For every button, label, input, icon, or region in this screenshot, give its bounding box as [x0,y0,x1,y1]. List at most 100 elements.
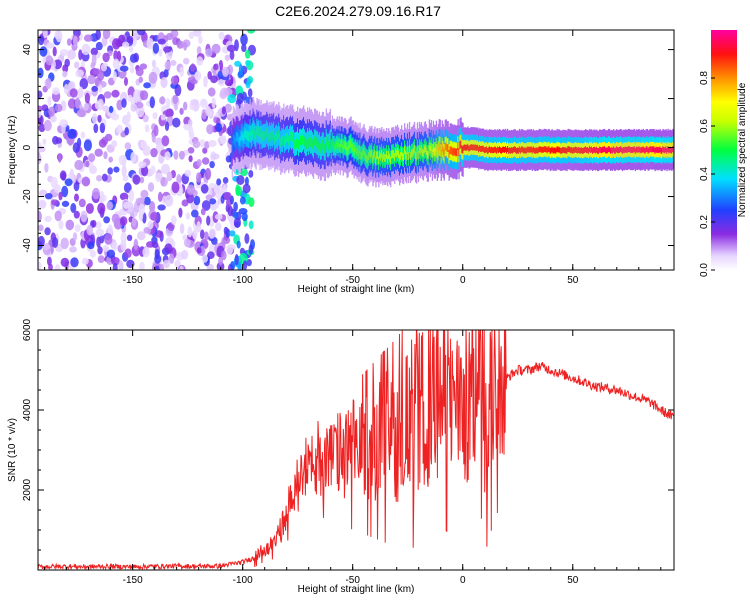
noise-speckle [39,189,48,197]
ridge-cell [268,133,270,143]
noise-speckle [242,260,248,270]
noise-speckle [222,66,229,78]
ridge-cell [279,133,281,143]
ridge-cell [283,131,285,141]
ridge-cell [410,150,413,158]
ridge-cell [536,147,538,154]
ridge-cell [239,136,241,146]
noise-speckle [209,198,217,205]
noise-speckle [196,159,202,167]
ridge-cell [237,133,239,143]
noise-speckle [151,241,159,248]
noise-speckle [73,35,78,47]
noise-speckle [53,59,63,70]
noise-speckle [234,39,239,52]
noise-speckle [91,113,98,124]
noise-speckle [172,117,181,128]
y-tick-label: -40 [22,238,33,253]
ridge-cell [436,150,438,158]
noise-speckle [161,163,170,175]
ridge-cell [302,135,304,145]
ridge-cell [289,133,291,143]
noise-speckle [233,217,241,229]
noise-speckle [234,60,242,67]
ridge-cell [337,142,339,151]
noise-speckle [174,103,178,111]
ridge-cell [244,127,246,138]
ridge-cell [354,144,356,153]
ridge-cell [648,147,650,153]
noise-speckle [131,244,141,257]
noise-speckle [95,221,102,229]
ridge-cell [271,129,273,139]
noise-speckle [229,230,236,237]
noise-speckle [67,98,77,109]
colorbar-tick-label: 0.0 [699,263,710,277]
noise-speckle [186,192,195,204]
noise-speckle [198,35,203,44]
ridge-cell [542,147,544,153]
noise-speckle [201,200,211,211]
noise-speckle [207,251,215,259]
noise-speckle [174,260,181,268]
ridge-cell [259,133,261,143]
ridge-cell [494,146,496,153]
ridge-cell [563,147,565,153]
noise-speckle [76,109,86,118]
ridge-cell [653,146,655,153]
ridge-cell [649,146,651,153]
ridge-cell [466,144,468,151]
ridge-cell [614,147,617,154]
ridge-cell [644,147,646,154]
noise-speckle [239,196,246,205]
ridge-cell [245,130,247,140]
ridge-cell [255,132,257,142]
ridge-cell [382,154,384,163]
ridge-cell [403,153,405,162]
ridge-cell [654,148,656,154]
ridge-cell [269,129,271,139]
ridge-cell [672,146,674,153]
noise-speckle [81,43,91,56]
ridge-cell [455,148,457,157]
ridge-cell [284,136,286,146]
ridge-cell [503,146,505,153]
ridge-cell [499,146,501,153]
ridge-cell [348,141,350,150]
ridge-cell [562,147,564,153]
noise-speckle [120,232,127,244]
ridge-cell [659,146,661,153]
ridge-cell [248,131,250,142]
noise-speckle [164,60,171,70]
ridge-cell [399,154,401,163]
ridge-cell [418,144,421,153]
noise-speckle [247,88,253,98]
ridge-cell [333,141,335,150]
noise-speckle [188,155,193,163]
ridge-cell [671,147,673,154]
ridge-cell [422,149,425,158]
noise-speckle [39,46,48,57]
y-tick-label: 6000 [22,318,33,341]
noise-speckle [126,111,131,123]
ridge-cell [393,150,395,158]
ridge-cell [273,128,275,138]
noise-speckle [44,163,49,173]
noise-speckle [150,165,156,175]
ridge-cell [262,131,264,141]
noise-speckle [38,153,42,165]
ridge-cell [578,147,580,153]
noise-speckle [69,246,77,253]
noise-speckle [196,172,202,183]
ridge-cell [350,139,352,148]
noise-speckle [111,113,120,121]
ridge-cell [389,153,391,162]
noise-speckle [73,210,80,219]
ridge-cell [557,146,559,153]
noise-speckle [211,153,220,160]
noise-speckle [111,241,118,251]
noise-speckle [166,33,174,41]
ridge-cell [570,147,572,154]
ridge-cell [420,145,423,153]
ridge-cell [501,147,503,154]
